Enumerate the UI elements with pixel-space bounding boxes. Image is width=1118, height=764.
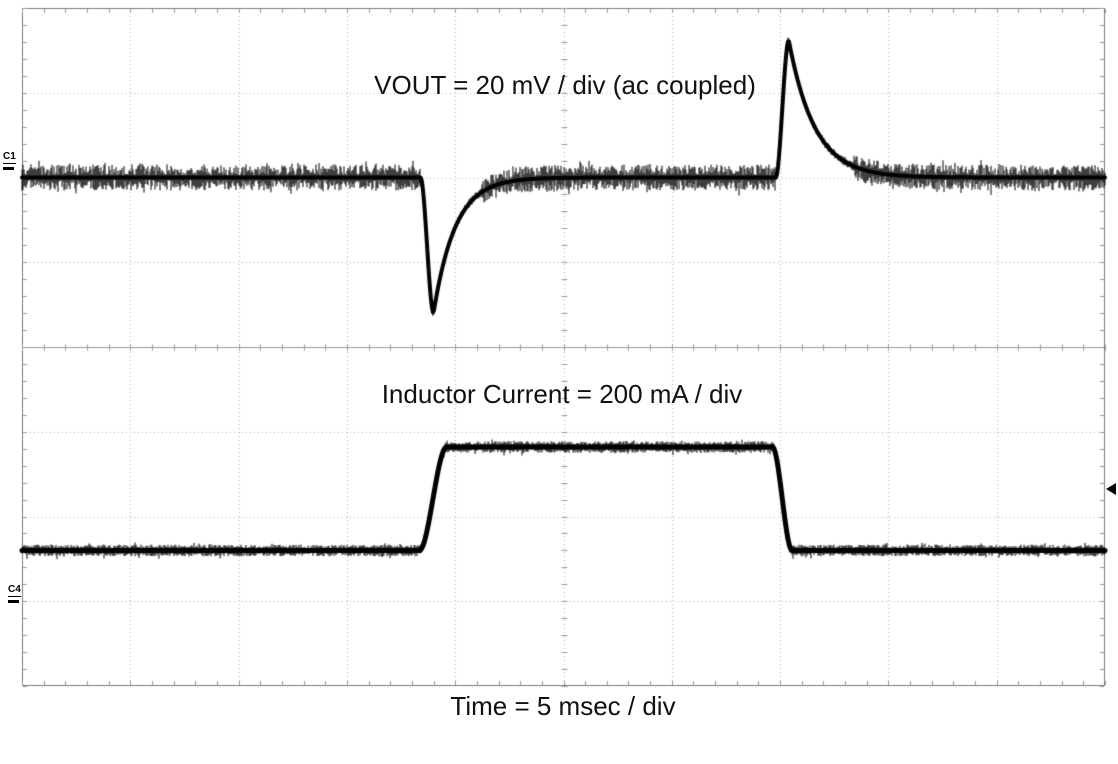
vout-trace-annotation: VOUT = 20 mV / div (ac coupled) <box>374 70 756 100</box>
inductor-current-trace-annotation: Inductor Current = 200 mA / div <box>381 379 743 409</box>
channel-1-marker: C1 <box>3 152 16 170</box>
trigger-level-marker-icon <box>1106 483 1116 496</box>
channel-1-label: C1 <box>3 151 16 164</box>
channel-4-label: C4 <box>8 584 21 597</box>
channel-1-position-icon <box>3 167 14 170</box>
channel-4-marker: C4 <box>8 585 21 603</box>
channel-4-position-icon <box>8 600 19 603</box>
time-scale-annotation: Time = 5 msec / div <box>450 691 676 721</box>
